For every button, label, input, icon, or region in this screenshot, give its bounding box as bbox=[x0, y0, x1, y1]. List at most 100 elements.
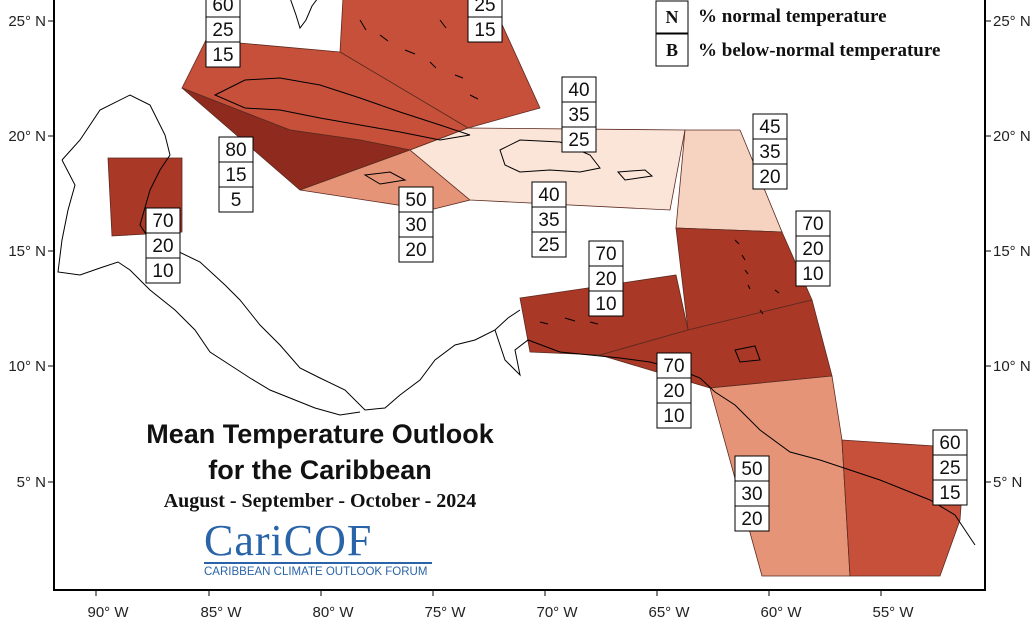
axis-ticks: 90° W 85° W 80° W 75° W 70° W 65° W 60° W 55° W… bbox=[8, 13, 1030, 621]
coast-trinidad bbox=[734, 345, 761, 363]
probability-value: 50 bbox=[741, 459, 762, 480]
probability-cell bbox=[656, 377, 692, 404]
probability-cell bbox=[588, 265, 624, 292]
lon-tick-label: 65° W bbox=[648, 604, 690, 621]
probability-value: 25 bbox=[538, 235, 559, 256]
probability-box: 80 15 5 bbox=[218, 136, 254, 213]
lat-tick-label-right: 25° N bbox=[993, 13, 1031, 30]
probability-value: 30 bbox=[405, 215, 426, 236]
coast-cuba bbox=[213, 77, 471, 141]
legend-box-b bbox=[655, 33, 689, 67]
probability-cell bbox=[752, 138, 788, 165]
probability-cell bbox=[145, 257, 181, 284]
probability-cell bbox=[205, 16, 241, 43]
probability-value: 20 bbox=[663, 381, 684, 402]
probability-value: 10 bbox=[802, 264, 823, 285]
coast-florida bbox=[290, 0, 318, 30]
probability-value: 20 bbox=[741, 509, 762, 530]
subtitle: August - September - October - 2024 bbox=[163, 490, 477, 512]
probability-value: 25 bbox=[568, 130, 589, 151]
lon-tick-label: 70° W bbox=[536, 604, 578, 621]
probability-value: 10 bbox=[663, 406, 684, 427]
probability-cell bbox=[588, 240, 624, 267]
probability-cell bbox=[932, 479, 968, 506]
probability-box: 70 20 10 bbox=[795, 210, 831, 287]
region-cayman bbox=[181, 87, 412, 191]
probability-cell bbox=[734, 480, 770, 507]
probability-cell bbox=[932, 429, 968, 456]
logo-underline bbox=[204, 562, 432, 564]
probability-box: 60 25 15 bbox=[932, 429, 968, 506]
probability-value: 15 bbox=[939, 483, 960, 504]
legend-box-n bbox=[655, 0, 689, 34]
probability-cell bbox=[656, 402, 692, 429]
lat-tick-label-left: 5° N bbox=[17, 474, 46, 491]
probability-cell bbox=[734, 455, 770, 482]
probability-value: 35 bbox=[538, 210, 559, 231]
probability-value: 20 bbox=[595, 269, 616, 290]
lon-tick-label: 90° W bbox=[87, 604, 129, 621]
probability-value: 30 bbox=[741, 484, 762, 505]
probability-box: 40 35 25 bbox=[531, 181, 567, 258]
logo-name: CariCOF bbox=[204, 516, 373, 565]
probability-cell bbox=[145, 232, 181, 259]
probability-cell bbox=[656, 352, 692, 379]
probability-box: 50 30 20 bbox=[734, 455, 770, 532]
probability-value: 10 bbox=[152, 261, 173, 282]
legend-label-b: % below-normal temperature bbox=[698, 40, 940, 61]
probability-value: 70 bbox=[802, 214, 823, 235]
probability-cell bbox=[932, 454, 968, 481]
probability-box: 70 20 10 bbox=[656, 352, 692, 429]
probability-cell bbox=[467, 16, 503, 43]
legend-label-n: % normal temperature bbox=[698, 6, 887, 27]
probability-box: 60 25 15 bbox=[205, 0, 241, 68]
probability-cell bbox=[145, 207, 181, 234]
probability-box: 70 20 10 bbox=[588, 240, 624, 317]
probability-value: 25 bbox=[939, 458, 960, 479]
coastlines bbox=[57, 0, 976, 546]
probability-cell bbox=[734, 505, 770, 532]
coast-bahamas bbox=[359, 19, 479, 100]
lon-tick-label: 85° W bbox=[200, 604, 242, 621]
probability-value: 20 bbox=[405, 240, 426, 261]
probability-value: 60 bbox=[939, 433, 960, 454]
title-line-1: Mean Temperature Outlook bbox=[146, 419, 494, 449]
probability-value: 10 bbox=[595, 294, 616, 315]
lat-tick-label-left: 25° N bbox=[8, 13, 46, 30]
legend-letter-b: B bbox=[666, 40, 678, 60]
coast-lesser-antilles bbox=[734, 239, 780, 315]
probability-value: 35 bbox=[568, 105, 589, 126]
probability-value: 45 bbox=[759, 117, 780, 138]
lat-tick-label-left: 15° N bbox=[8, 243, 46, 260]
coast-puerto-rico bbox=[616, 169, 654, 181]
probability-box: 50 30 20 bbox=[398, 186, 434, 263]
probability-value: 50 bbox=[405, 190, 426, 211]
probability-value: 70 bbox=[152, 211, 173, 232]
probability-cell bbox=[561, 126, 597, 153]
probability-box: 70 20 10 bbox=[145, 207, 181, 284]
probability-cell bbox=[398, 186, 434, 213]
region-hispaniola bbox=[409, 127, 686, 211]
probability-cell bbox=[795, 235, 831, 262]
probability-value: 25 bbox=[212, 20, 233, 41]
lon-tick-label: 55° W bbox=[872, 604, 914, 621]
coast-abc bbox=[539, 317, 599, 325]
lon-tick-label: 75° W bbox=[424, 604, 466, 621]
probability-cell bbox=[531, 181, 567, 208]
coast-hispaniola bbox=[499, 139, 601, 173]
lat-tick-label-left: 20° N bbox=[8, 128, 46, 145]
probability-value: 20 bbox=[152, 236, 173, 257]
probability-value: 70 bbox=[595, 244, 616, 265]
probability-box: 40 35 25 bbox=[561, 76, 597, 153]
probability-cell bbox=[205, 41, 241, 68]
lat-tick-label-left: 10° N bbox=[8, 358, 46, 375]
probability-cell bbox=[531, 231, 567, 258]
lat-tick-label-right: 20° N bbox=[993, 128, 1031, 145]
probability-boxes: 6025152515801557020105030204035254035254… bbox=[145, 0, 968, 532]
probability-value: 5 bbox=[231, 190, 242, 211]
probability-cell bbox=[398, 236, 434, 263]
probability-value: 35 bbox=[759, 142, 780, 163]
probability-value: 70 bbox=[663, 356, 684, 377]
